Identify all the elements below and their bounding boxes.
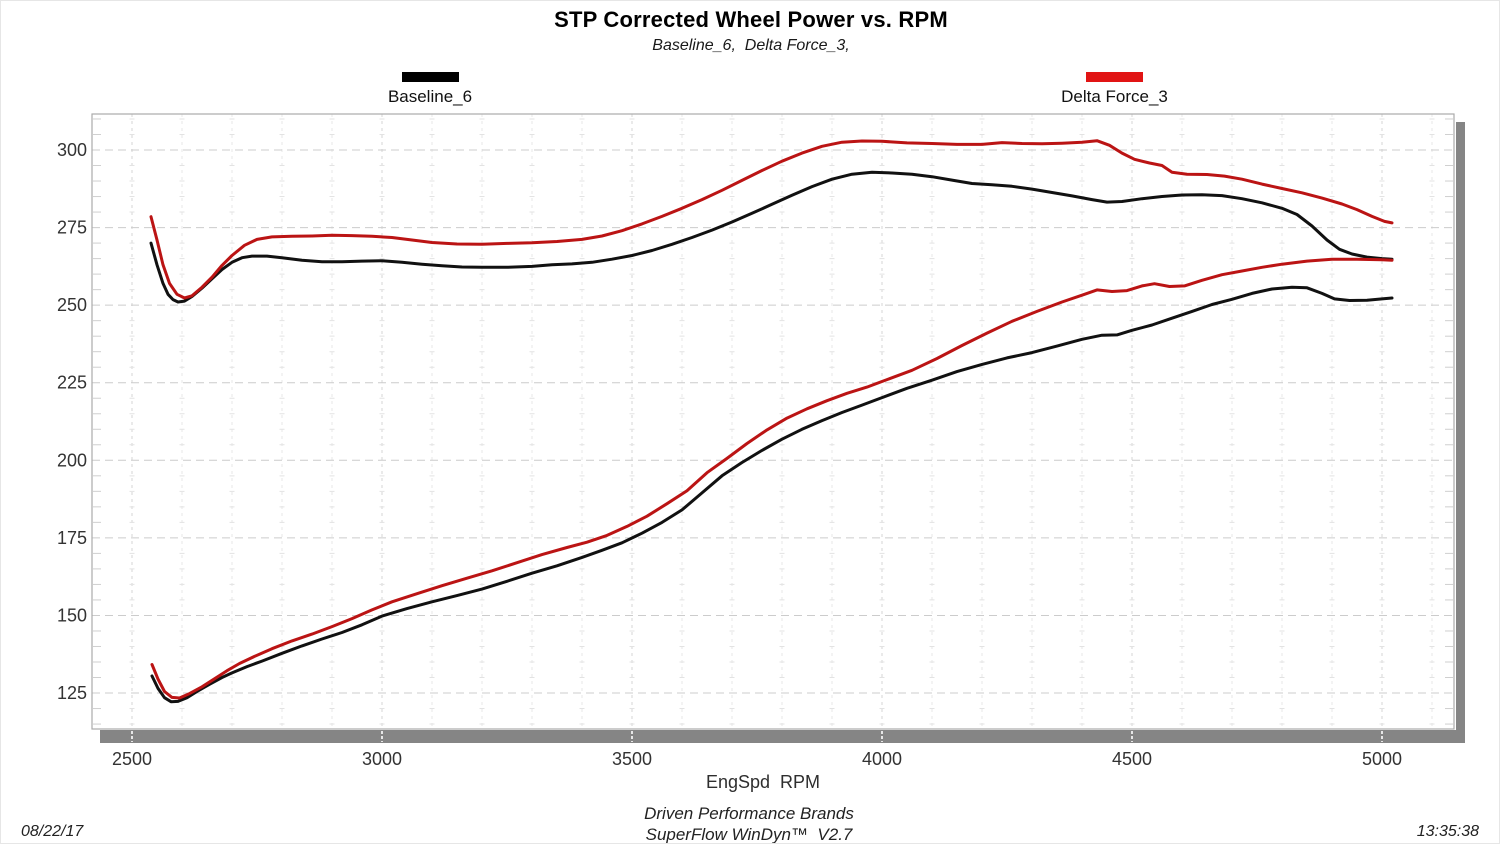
curve-baseline-6-lower: [150, 285, 1394, 704]
chart-subtitle: Baseline_6, Delta Force_3,: [652, 37, 850, 54]
time-stamp: 13:35:38: [1416, 823, 1479, 840]
footer-brand-line: Driven Performance Brands: [644, 804, 854, 823]
x-tick-label-3500: 3500: [612, 749, 652, 769]
legend-label-delta-force: Delta Force_3: [1061, 87, 1168, 106]
y-tick-label-275: 275: [57, 218, 87, 238]
legend-label-baseline: Baseline_6: [387, 87, 473, 106]
legend-item-delta-force: Delta Force_3: [1057, 72, 1172, 107]
legend-swatch-delta-force-icon: [1086, 72, 1143, 82]
x-tick-label-2500: 2500: [112, 749, 152, 769]
page-title: STP Corrected Wheel Power vs. RPM: [554, 7, 948, 32]
y-tick-label-225: 225: [57, 373, 87, 393]
x-tick-label-5000: 5000: [1362, 749, 1402, 769]
x-tick-label-4000: 4000: [862, 749, 902, 769]
y-tick-label-175: 175: [57, 528, 87, 548]
y-tick-label-300: 300: [57, 140, 87, 160]
footer-software-line: SuperFlow WinDyn™ V2.7: [645, 825, 853, 844]
x-axis-title: EngSpd RPM: [705, 772, 821, 792]
y-tick-label-125: 125: [57, 683, 87, 703]
y-tick-label-200: 200: [57, 450, 87, 470]
plot-border: [91, 113, 1455, 730]
plot-shadow-right: [1456, 122, 1465, 743]
legend-swatch-baseline-icon: [401, 72, 459, 82]
y-tick-label-250: 250: [57, 295, 87, 315]
x-tick-label-3000: 3000: [362, 749, 402, 769]
plot-shadow-bottom: [100, 730, 1465, 743]
x-tick-label-4500: 4500: [1112, 749, 1152, 769]
curve-delta-force-3-lower: [150, 257, 1394, 700]
date-stamp: 08/22/17: [21, 823, 84, 840]
legend-item-baseline: Baseline_6: [384, 72, 476, 107]
y-tick-label-150: 150: [57, 605, 87, 625]
curve-baseline-6-upper: [149, 170, 1394, 304]
curve-delta-force-3-upper: [149, 139, 1394, 300]
